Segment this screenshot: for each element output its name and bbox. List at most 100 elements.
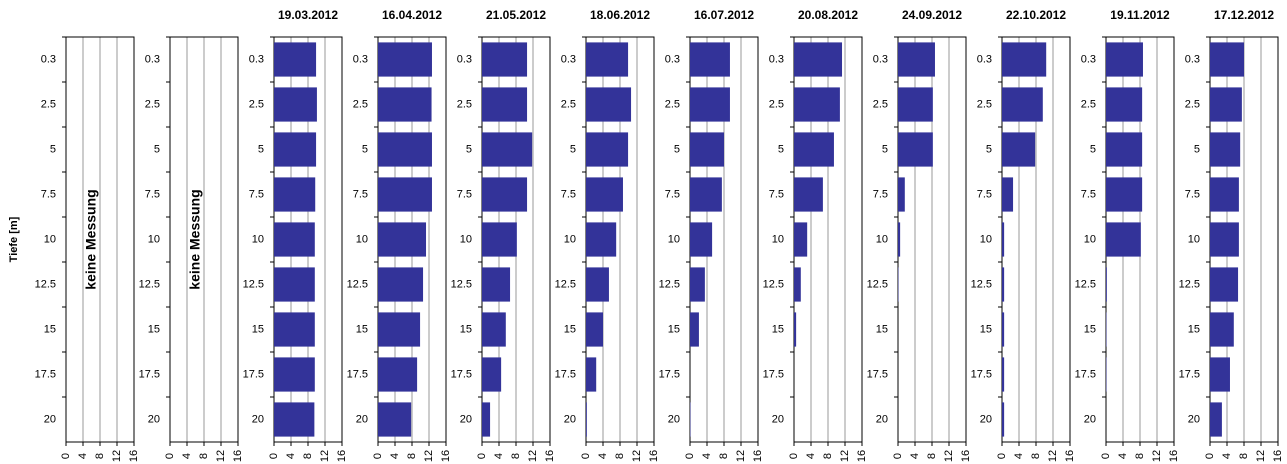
plot-frame (65, 36, 135, 443)
annotation: keine Messung (83, 189, 99, 289)
y-tick-label: 15 (1084, 323, 1096, 335)
bar (898, 132, 933, 167)
panel-title: 16.04.2012 (382, 8, 442, 22)
y-tick-label: 7.5 (769, 188, 784, 200)
y-tick-label: 5 (1090, 143, 1096, 155)
x-tick-label: 12 (1151, 450, 1163, 462)
y-tick-label: 17.5 (243, 368, 264, 380)
bar (274, 267, 315, 302)
bar (482, 132, 533, 167)
y-tick-label: 2.5 (665, 98, 680, 110)
x-tick-label: 16 (1272, 450, 1284, 462)
y-tick-label: 20 (44, 413, 56, 425)
x-tick-label: 16 (856, 450, 868, 462)
bar (274, 357, 315, 392)
y-tick-label: 12.5 (451, 278, 472, 290)
x-tick-label: 8 (926, 453, 938, 459)
bar (586, 87, 632, 122)
y-tick-label: 0.3 (769, 53, 784, 65)
y-tick-label: 2.5 (1081, 98, 1096, 110)
bar (586, 357, 597, 392)
bar (1002, 312, 1005, 347)
bar (794, 132, 834, 167)
y-tick-label: 2.5 (977, 98, 992, 110)
y-tick-label: 2.5 (145, 98, 160, 110)
x-tick-label: 8 (198, 453, 210, 459)
y-tick-label: 0.3 (977, 53, 992, 65)
panel-title: 19.03.2012 (278, 8, 338, 22)
bar (1210, 357, 1230, 392)
bar (898, 177, 905, 212)
x-tick-label: 0 (1100, 453, 1112, 459)
y-tick-label: 5 (986, 143, 992, 155)
x-tick-label: 0 (60, 453, 72, 459)
y-tick-label: 7.5 (145, 188, 160, 200)
bar (690, 132, 724, 167)
y-tick-label: 5 (882, 143, 888, 155)
bar (1106, 267, 1107, 302)
x-tick-label: 12 (111, 450, 123, 462)
bar (1210, 222, 1239, 257)
x-tick-label: 4 (181, 453, 193, 459)
bar (274, 177, 316, 212)
bar (378, 132, 432, 167)
x-tick-label: 12 (215, 450, 227, 462)
y-tick-label: 15 (460, 323, 472, 335)
y-tick-label: 17.5 (347, 368, 368, 380)
y-tick-label: 12.5 (971, 278, 992, 290)
bar (378, 222, 427, 257)
x-tick-label: 12 (839, 450, 851, 462)
bar (274, 87, 317, 122)
y-tick-label: 7.5 (977, 188, 992, 200)
x-tick-label: 4 (701, 453, 713, 459)
bar (1002, 222, 1005, 257)
x-tick-label: 16 (960, 450, 972, 462)
panel-title: 17.12.2012 (1214, 8, 1274, 22)
bar (794, 42, 843, 77)
y-tick-label: 5 (674, 143, 680, 155)
y-tick-label: 15 (668, 323, 680, 335)
y-tick-label: 20 (252, 413, 264, 425)
y-tick-label: 20 (356, 413, 368, 425)
y-tick-label: 7.5 (561, 188, 576, 200)
x-tick-label: 12 (527, 450, 539, 462)
y-tick-label: 17.5 (139, 368, 160, 380)
y-tick-label: 2.5 (457, 98, 472, 110)
bar (482, 267, 511, 302)
y-tick-label: 17.5 (971, 368, 992, 380)
x-tick-label: 0 (476, 453, 488, 459)
y-tick-label: 10 (1084, 233, 1096, 245)
bar (1002, 402, 1005, 437)
y-tick-label: 10 (252, 233, 264, 245)
bar (274, 402, 315, 437)
x-tick-label: 16 (648, 450, 660, 462)
y-tick-label: 15 (772, 323, 784, 335)
panel-title: 19.11.2012 (1110, 8, 1170, 22)
y-tick-label: 17.5 (35, 368, 56, 380)
y-tick-label: 20 (1084, 413, 1096, 425)
y-tick-label: 12.5 (139, 278, 160, 290)
x-tick-label: 4 (389, 453, 401, 459)
y-tick-label: 2.5 (1185, 98, 1200, 110)
bar (690, 42, 730, 77)
x-tick-label: 16 (752, 450, 764, 462)
bar (794, 87, 840, 122)
bar (794, 222, 808, 257)
bar (898, 42, 935, 77)
bar (586, 312, 603, 347)
y-tick-label: 0.3 (145, 53, 160, 65)
y-tick-label: 12.5 (659, 278, 680, 290)
y-tick-label: 10 (460, 233, 472, 245)
panel-title: 21.05.2012 (486, 8, 546, 22)
x-tick-label: 12 (631, 450, 643, 462)
y-tick-label: 2.5 (41, 98, 56, 110)
x-tick-label: 0 (684, 453, 696, 459)
y-tick-label: 7.5 (41, 188, 56, 200)
x-tick-label: 16 (128, 450, 140, 462)
y-tick-label: 15 (980, 323, 992, 335)
y-tick-label: 5 (258, 143, 264, 155)
x-tick-label: 8 (302, 453, 314, 459)
y-tick-label: 7.5 (457, 188, 472, 200)
y-tick-label: 10 (668, 233, 680, 245)
